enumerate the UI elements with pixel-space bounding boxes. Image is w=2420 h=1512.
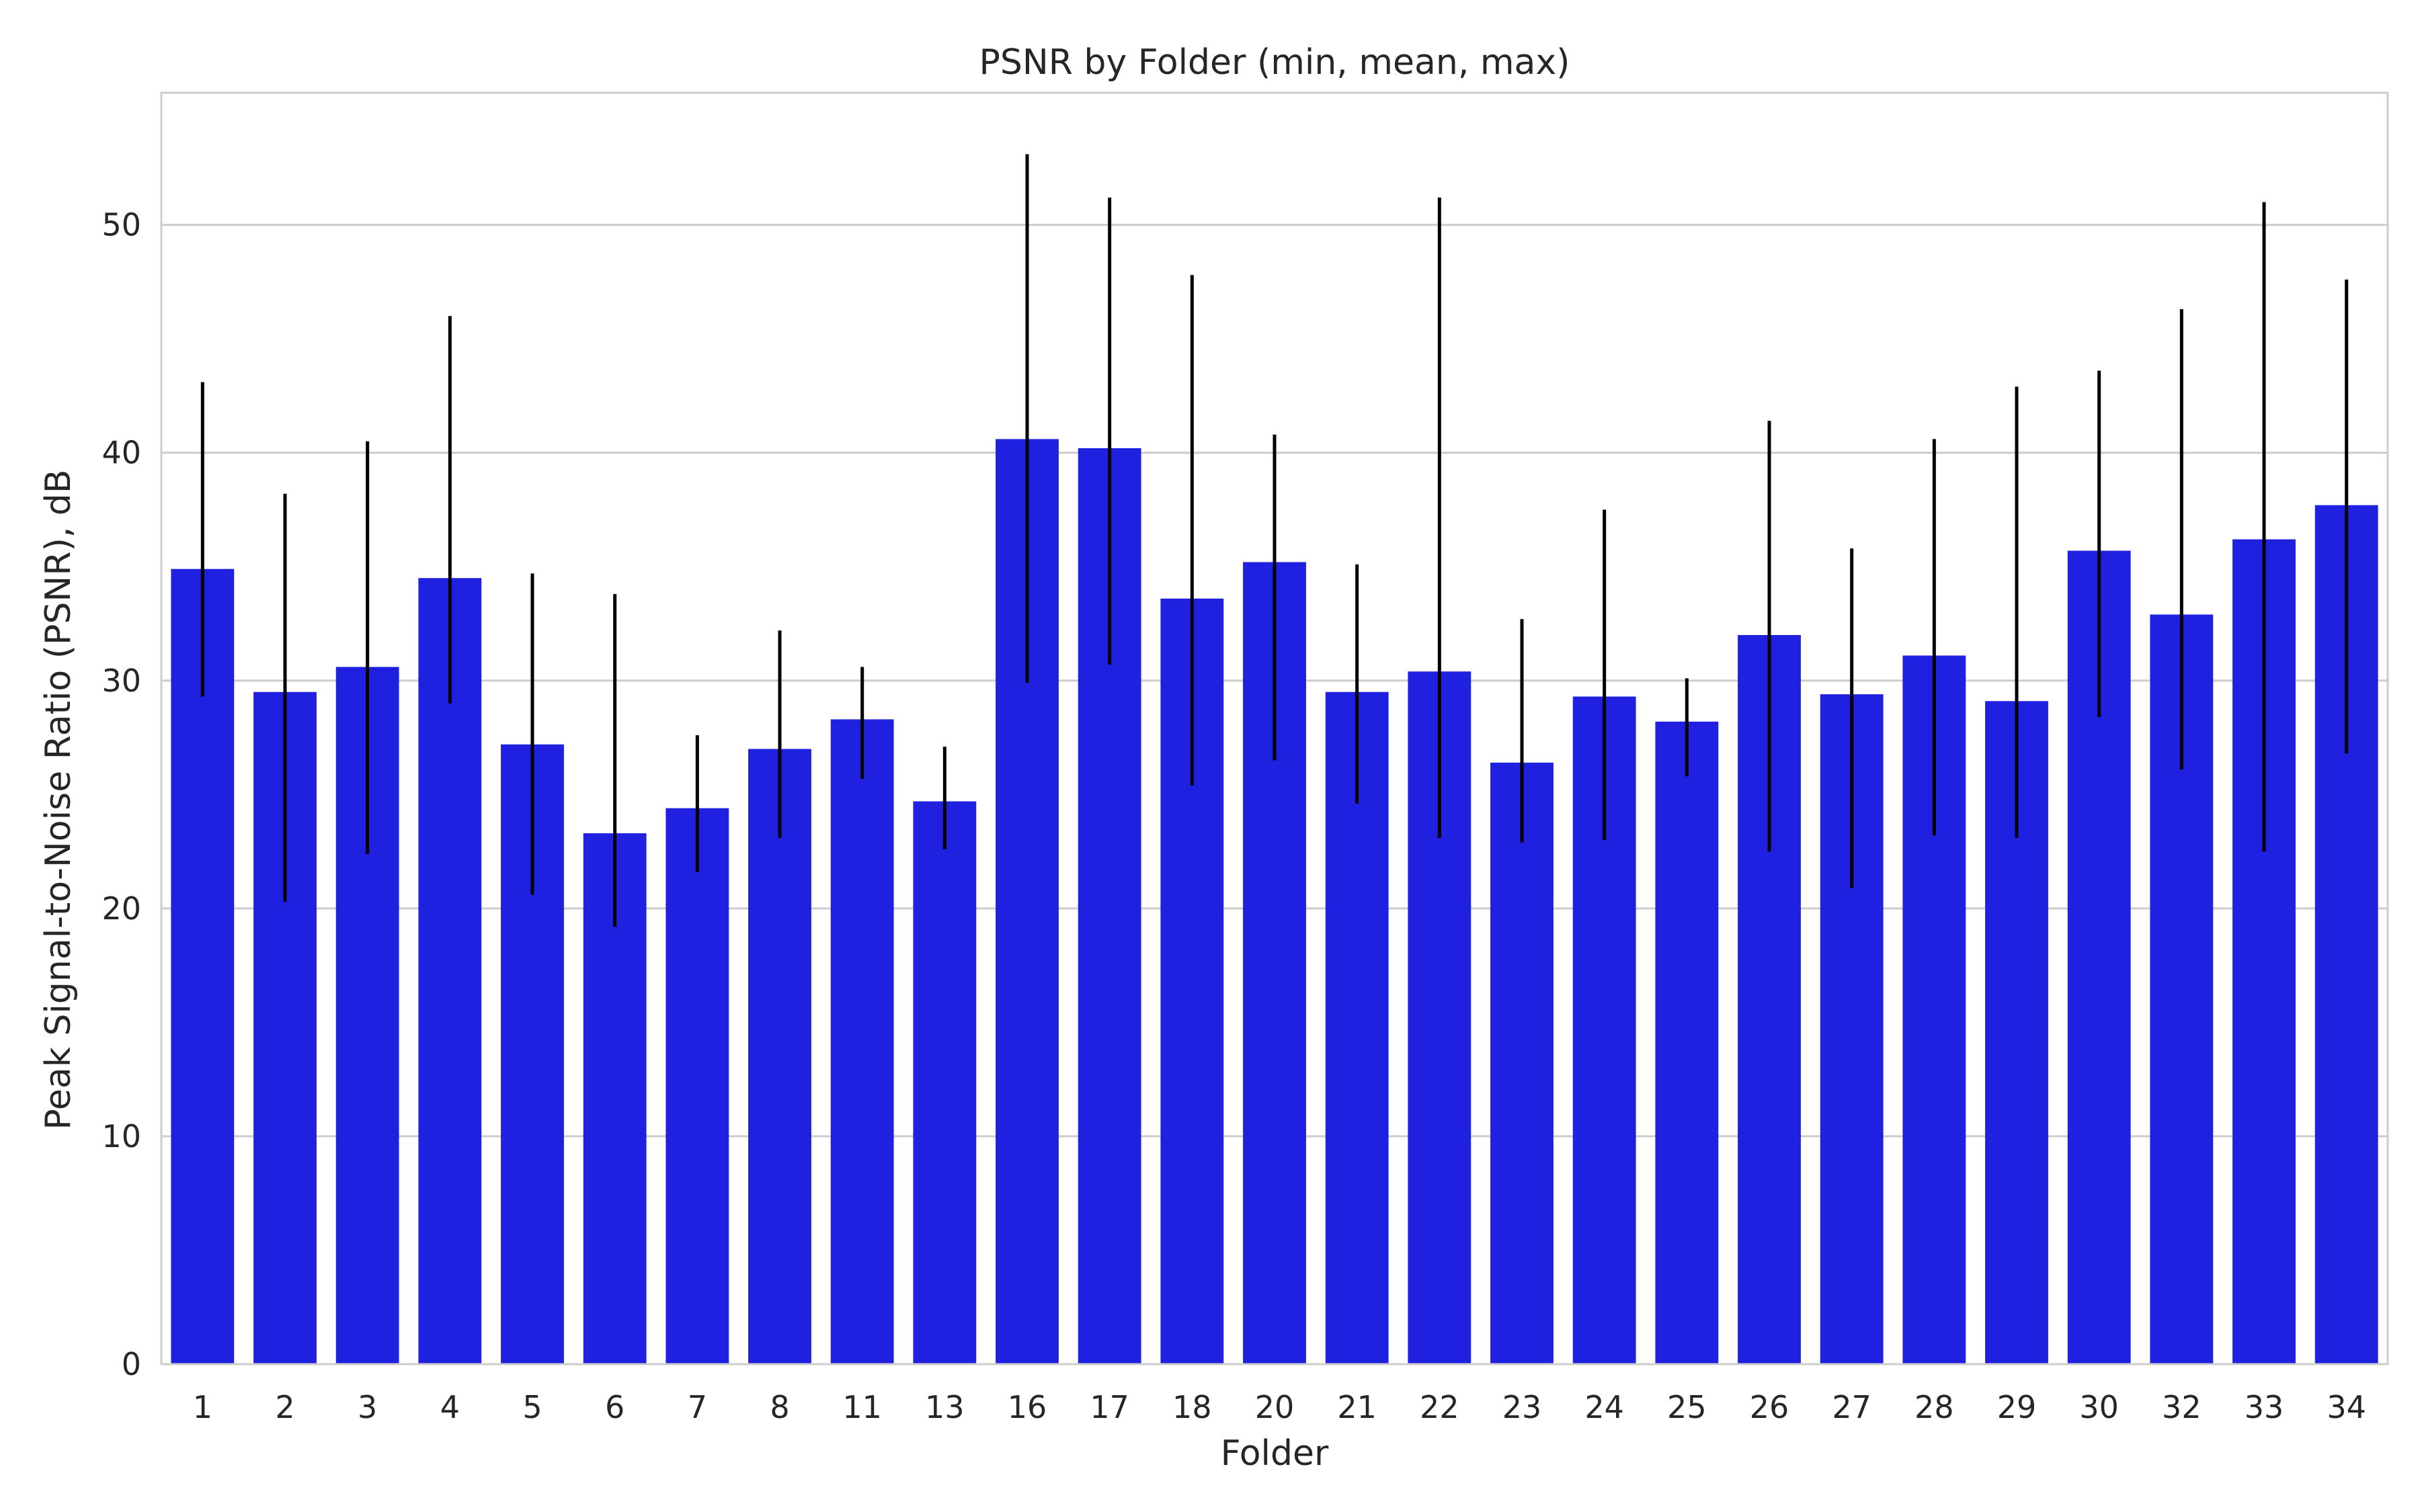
bars (171, 439, 2378, 1365)
x-tick-label: 23 (1502, 1389, 1542, 1425)
x-tick-label: 28 (1914, 1389, 1954, 1425)
bar (666, 808, 729, 1364)
x-tick-label: 24 (1584, 1389, 1624, 1425)
x-tick-label: 11 (842, 1389, 882, 1425)
plot-frame (160, 91, 2389, 1366)
x-tick-label: 8 (770, 1389, 789, 1425)
bar (171, 569, 235, 1364)
chart-title: PSNR by Folder (min, mean, max) (979, 42, 1570, 83)
x-tick-label: 21 (1337, 1389, 1377, 1425)
x-tick-label: 20 (1255, 1389, 1295, 1425)
x-tick-label: 6 (605, 1389, 624, 1425)
x-tick-label: 34 (2327, 1389, 2366, 1425)
x-tick-label: 5 (522, 1389, 542, 1425)
bar (913, 801, 977, 1364)
y-tick-label: 20 (102, 890, 141, 927)
x-tick-label: 30 (2079, 1389, 2119, 1425)
bar (1325, 691, 1389, 1364)
x-tick-label: 26 (1750, 1389, 1789, 1425)
bar (1655, 721, 1719, 1364)
bar (418, 578, 482, 1364)
x-tick-label: 33 (2245, 1389, 2284, 1425)
y-tick-label: 30 (102, 663, 141, 699)
x-tick-labels: 1 2 3 4 5 6 7 8 11 13 16 17 18 20 21 22 23 24 25 26 27 28 29 30… (193, 1389, 2366, 1425)
x-tick-label: 27 (1832, 1389, 1871, 1425)
x-tick-label: 1 (193, 1389, 212, 1425)
x-tick-label: 7 (688, 1389, 707, 1425)
bar (830, 719, 894, 1364)
x-tick-label: 17 (1090, 1389, 1129, 1425)
x-tick-label: 29 (1997, 1389, 2037, 1425)
x-tick-label: 18 (1172, 1389, 1212, 1425)
y-tick-label: 0 (122, 1346, 141, 1382)
x-tick-label: 22 (1420, 1389, 1459, 1425)
y-tick-label: 50 (102, 207, 141, 243)
y-tick-labels: 0 10 20 30 40 50 (102, 207, 141, 1382)
x-tick-label: 32 (2162, 1389, 2202, 1425)
bar (1490, 762, 1554, 1364)
x-tick-label: 13 (925, 1389, 965, 1425)
error-bars (200, 154, 2349, 927)
y-tick-label: 40 (102, 435, 141, 471)
y-axis-label: Peak Signal-to-Noise Ratio (PSNR), dB (38, 470, 79, 1130)
x-tick-label: 25 (1667, 1389, 1707, 1425)
y-tick-label: 10 (102, 1118, 141, 1154)
x-tick-label: 3 (358, 1389, 377, 1425)
x-tick-label: 16 (1008, 1389, 1047, 1425)
bar (748, 749, 811, 1364)
x-tick-label: 2 (275, 1389, 294, 1425)
x-tick-label: 4 (440, 1389, 460, 1425)
x-axis-label: Folder (1221, 1433, 1329, 1474)
